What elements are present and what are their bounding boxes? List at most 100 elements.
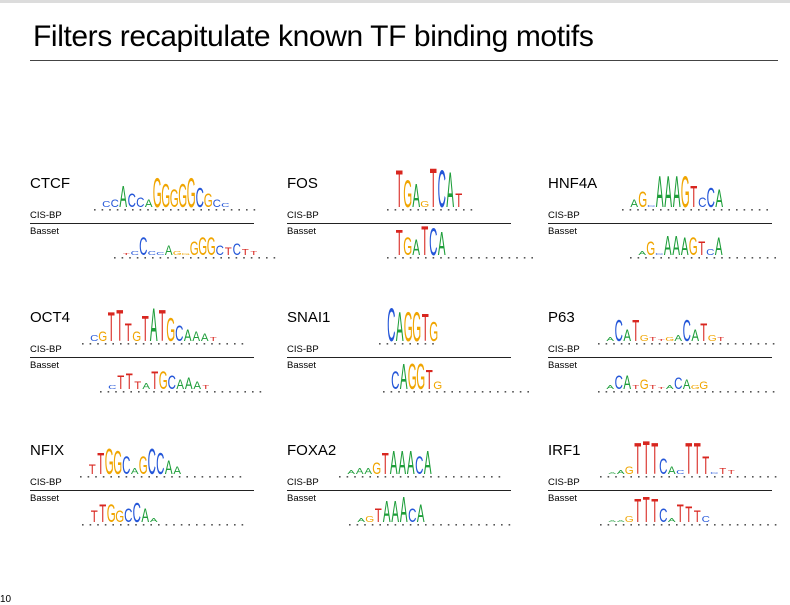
- motif-letter-C: C: [438, 160, 446, 219]
- position-tick: [736, 524, 739, 526]
- position-tick: [613, 343, 615, 345]
- position-tick: [112, 524, 114, 526]
- position-tick: [409, 343, 411, 345]
- position-tick: [682, 209, 685, 211]
- motif-letter-A: A: [185, 375, 193, 394]
- motif-letter-A: A: [165, 458, 173, 479]
- position-tick: [243, 257, 245, 259]
- motif-letter-A: A: [391, 494, 399, 528]
- motif-letter-G: G: [416, 357, 425, 397]
- position-tick: [643, 391, 646, 393]
- motif-letter-C: C: [659, 506, 667, 527]
- position-tick: [273, 257, 276, 259]
- position-tick: [453, 476, 455, 478]
- position-tick: [478, 257, 480, 259]
- motif-letter-C: C: [148, 250, 157, 256]
- divider: [30, 357, 254, 358]
- motif-letter-T: T: [210, 336, 218, 342]
- motif-letter-G: G: [625, 515, 634, 524]
- position-tick: [402, 257, 404, 259]
- basset-position-ticks: [630, 257, 776, 259]
- position-tick: [451, 391, 453, 393]
- position-tick: [504, 391, 507, 393]
- position-tick: [460, 476, 463, 478]
- position-tick: [468, 476, 470, 478]
- position-tick: [653, 524, 655, 526]
- motif-letter-A: A: [608, 519, 616, 522]
- position-tick: [244, 391, 246, 393]
- position-tick: [364, 524, 366, 526]
- position-tick: [115, 391, 117, 393]
- position-tick: [622, 209, 624, 211]
- position-tick: [417, 209, 419, 211]
- motif-letter-A: A: [390, 445, 398, 482]
- motif-letter-C: C: [133, 497, 141, 528]
- motif-letter-C: C: [415, 452, 423, 480]
- position-tick: [645, 524, 648, 526]
- motif-letter-T: T: [375, 506, 382, 527]
- motif-letter-A: A: [193, 380, 201, 392]
- position-tick: [766, 257, 769, 259]
- position-tick: [713, 209, 715, 211]
- motif-letter-G: G: [178, 178, 187, 215]
- motif-letter-C: C: [156, 251, 164, 256]
- motif-letter-G: G: [640, 376, 649, 392]
- position-tick: [729, 476, 731, 478]
- position-tick: [706, 524, 708, 526]
- motif-letter-G: G: [408, 357, 417, 397]
- position-tick: [512, 391, 514, 393]
- motif-letter-A: A: [192, 328, 200, 344]
- position-tick: [196, 524, 198, 526]
- position-tick: [102, 476, 105, 478]
- position-tick: [751, 209, 753, 211]
- position-tick: [392, 476, 394, 478]
- position-tick: [192, 209, 195, 211]
- motif-letter-C: C: [131, 250, 140, 256]
- position-tick: [221, 391, 224, 393]
- position-tick: [120, 524, 122, 526]
- position-tick: [676, 476, 678, 478]
- tf-name: IRF1: [548, 442, 581, 459]
- position-tick: [752, 524, 754, 526]
- position-tick: [183, 391, 186, 393]
- position-tick: [501, 257, 503, 259]
- position-tick: [211, 524, 213, 526]
- motif-letter-A: A: [150, 517, 158, 523]
- position-tick: [714, 524, 716, 526]
- position-tick: [620, 343, 623, 345]
- motif-letter-G: G: [681, 167, 690, 216]
- position-tick: [470, 209, 473, 211]
- position-tick: [417, 257, 419, 259]
- position-tick: [767, 524, 769, 526]
- position-tick: [377, 476, 379, 478]
- position-tick: [600, 476, 602, 478]
- motif-letter-C: C: [136, 194, 144, 210]
- motif-letter-G: G: [161, 178, 170, 215]
- position-tick: [459, 391, 461, 393]
- motif-letter-A: A: [668, 517, 676, 523]
- position-tick: [774, 257, 776, 259]
- position-tick: [87, 476, 90, 478]
- position-tick: [652, 209, 654, 211]
- position-tick: [767, 476, 769, 478]
- position-tick: [744, 524, 746, 526]
- position-tick: [186, 476, 188, 478]
- motif-letter-C: C: [124, 506, 132, 527]
- position-tick: [757, 391, 760, 393]
- position-tick: [349, 524, 351, 526]
- motif-letter-T: T: [89, 461, 96, 477]
- position-tick: [712, 391, 714, 393]
- position-tick: [409, 257, 412, 259]
- position-tick: [120, 343, 122, 345]
- motif-letter-A: A: [357, 517, 365, 523]
- position-tick: [424, 343, 427, 345]
- position-tick: [628, 391, 630, 393]
- position-tick: [228, 257, 230, 259]
- position-tick: [250, 257, 253, 259]
- position-tick: [651, 343, 653, 345]
- position-tick: [508, 524, 511, 526]
